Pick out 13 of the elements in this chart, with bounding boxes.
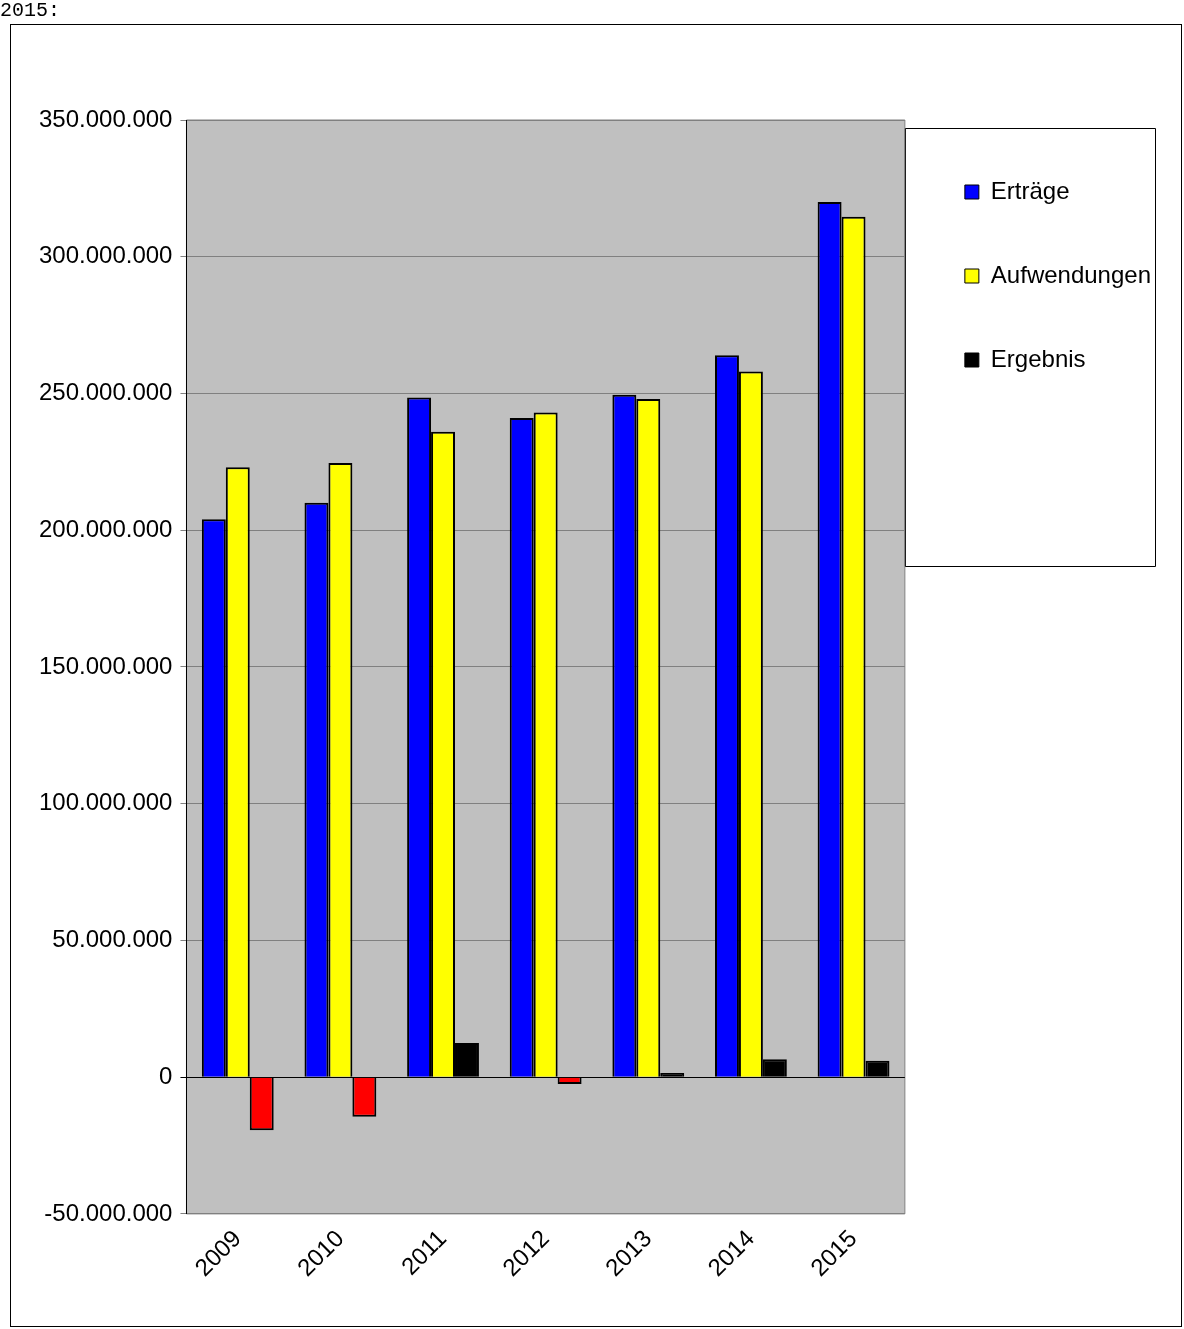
y-tick-label: -50.000.000 [44,1198,173,1226]
legend-label: Erträge [990,176,1070,204]
y-tick-label: 250.000.000 [39,378,173,406]
y-tick-label: 50.000.000 [52,925,173,953]
y-tick-label: 150.000.000 [39,651,173,679]
y-tick-label: 0 [159,1061,173,1089]
y-tick-label: 100.000.000 [39,788,173,816]
y-tick-label: 300.000.000 [39,241,173,269]
legend-label: Aufwendungen [990,260,1151,288]
chart-title: 2015: [0,0,61,22]
y-tick-label: 200.000.000 [39,514,173,542]
y-tick-label: 350.000.000 [39,104,173,132]
legend-label: Ergebnis [990,344,1086,372]
